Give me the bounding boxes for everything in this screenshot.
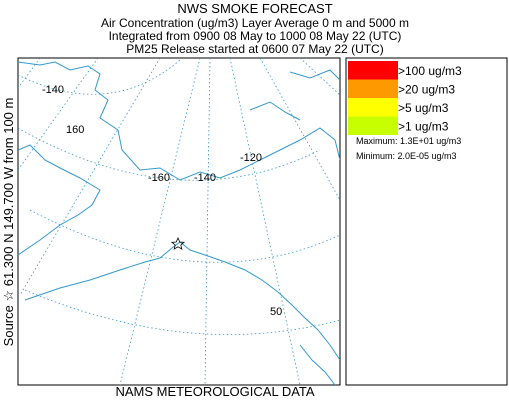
coastline [18, 144, 101, 256]
graticule-label: -140 [42, 84, 64, 96]
graticule [18, 58, 340, 385]
legend-minimum: Minimum: 2.0E-05 ug/m3 [356, 151, 457, 161]
source-label: Source ☆ 61.300 N 149.700 W from 100 m [1, 98, 16, 347]
legend-label: >1 ug/m3 [398, 120, 449, 134]
legend-swatch [348, 116, 398, 135]
map: -140 160 -160 -140 -120 50 [17, 57, 341, 386]
graticule-label: -160 [148, 172, 170, 184]
legend: Maximum: 1.3E+01 ug/m3 Minimum: 2.0E-05 … [345, 57, 508, 386]
title: NWS SMOKE FORECAST [177, 1, 332, 16]
legend-swatch [348, 61, 398, 80]
legend-swatch [348, 98, 398, 117]
coastline [249, 69, 340, 385]
legend-label: >5 ug/m3 [398, 101, 449, 115]
coastline [24, 241, 340, 361]
subtitle: Air Concentration (ug/m3) Layer Average … [101, 16, 409, 30]
legend-label: >100 ug/m3 [398, 64, 462, 78]
subtitle: Integrated from 0900 08 May to 1000 08 M… [109, 29, 402, 43]
graticule-label: -140 [194, 172, 216, 184]
graticule-label: 160 [66, 124, 84, 136]
legend-maximum: Maximum: 1.3E+01 ug/m3 [356, 136, 461, 146]
source-star [170, 237, 186, 250]
legend-swatch [348, 79, 398, 98]
graticule-label: -120 [240, 152, 262, 164]
footer: NAMS METEOROLOGICAL DATA [115, 384, 314, 399]
subtitle: PM25 Release started at 0600 07 May 22 (… [126, 42, 383, 56]
graticule-label: 50 [270, 306, 282, 318]
coastline [18, 61, 340, 181]
legend-label: >20 ug/m3 [398, 83, 455, 97]
